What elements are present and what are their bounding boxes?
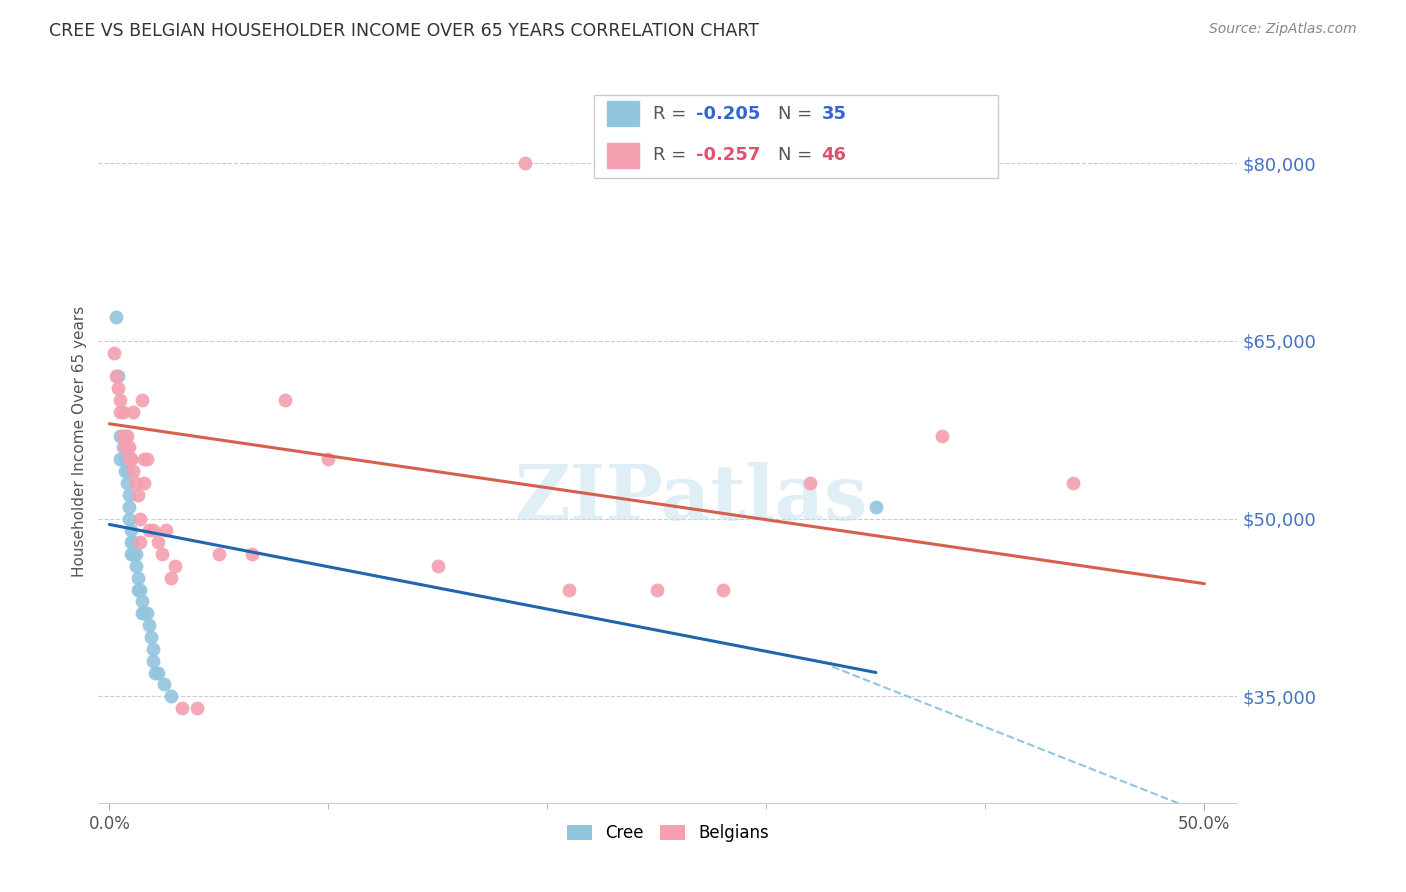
Point (711, 582, 734, 597)
Point (558, 582, 581, 597)
Text: Source: ZipAtlas.com: Source: ZipAtlas.com (1209, 22, 1357, 37)
Point (142, 641, 165, 656)
Point (426, 558, 449, 573)
Point (515, 156, 537, 170)
Point (118, 500, 141, 514)
Point (131, 393, 153, 408)
Point (135, 452, 157, 467)
Point (124, 475, 146, 490)
Point (124, 558, 146, 573)
Point (115, 475, 138, 490)
Text: CREE VS BELGIAN HOUSEHOLDER INCOME OVER 65 YEARS CORRELATION CHART: CREE VS BELGIAN HOUSEHOLDER INCOME OVER … (49, 22, 759, 40)
Bar (607, 143, 640, 168)
Point (186, 701, 208, 715)
Point (120, 524, 142, 538)
Point (115, 464, 138, 478)
Point (931, 428, 953, 442)
Point (118, 441, 141, 455)
Point (120, 547, 142, 561)
Point (122, 405, 145, 419)
Point (135, 607, 157, 621)
Point (129, 535, 152, 549)
Text: R =: R = (652, 146, 692, 164)
Legend: Cree, Belgians: Cree, Belgians (560, 817, 776, 848)
Point (134, 475, 156, 490)
Point (150, 547, 173, 561)
Point (122, 535, 145, 549)
Point (139, 630, 162, 644)
Text: 46: 46 (821, 146, 846, 164)
Point (104, 310, 127, 325)
Point (120, 452, 142, 467)
Point (138, 524, 160, 538)
Point (142, 654, 165, 668)
Point (120, 535, 142, 549)
Text: N =: N = (779, 105, 818, 123)
Point (110, 452, 132, 467)
Point (645, 582, 668, 597)
Point (127, 488, 149, 502)
Point (155, 524, 177, 538)
Point (104, 369, 127, 384)
Point (115, 428, 138, 442)
Point (114, 428, 136, 442)
Text: N =: N = (779, 146, 818, 164)
Text: -0.205: -0.205 (696, 105, 761, 123)
Point (114, 452, 136, 467)
Point (107, 381, 129, 395)
Point (110, 405, 132, 419)
Text: 35: 35 (821, 105, 846, 123)
Point (146, 535, 169, 549)
Point (273, 393, 295, 408)
Point (145, 665, 167, 680)
Text: R =: R = (652, 105, 692, 123)
Point (118, 452, 141, 467)
Point (129, 511, 152, 525)
Point (799, 475, 821, 490)
Point (118, 511, 141, 525)
Bar (593, 95, 998, 178)
Point (240, 547, 263, 561)
Point (110, 428, 132, 442)
Y-axis label: Householder Income Over 65 years: Householder Income Over 65 years (72, 306, 87, 577)
Point (107, 369, 129, 384)
Point (111, 405, 134, 419)
Point (120, 452, 142, 467)
Point (122, 547, 145, 561)
Point (127, 582, 149, 597)
Point (118, 488, 141, 502)
Point (110, 393, 132, 408)
Point (138, 618, 160, 632)
Point (208, 547, 231, 561)
Point (865, 500, 887, 514)
Point (159, 571, 181, 585)
Point (142, 524, 165, 538)
Point (114, 464, 136, 478)
Point (129, 582, 152, 597)
Bar (607, 102, 640, 127)
Point (170, 701, 193, 715)
Point (124, 547, 146, 561)
Point (1062, 475, 1084, 490)
Point (134, 607, 156, 621)
Point (122, 464, 145, 478)
Point (153, 677, 176, 691)
Point (111, 441, 134, 455)
Point (131, 607, 153, 621)
Point (134, 452, 156, 467)
Text: -0.257: -0.257 (696, 146, 761, 164)
Text: ZIPatlas: ZIPatlas (515, 462, 868, 536)
Point (131, 594, 153, 608)
Point (159, 689, 181, 703)
Point (111, 428, 134, 442)
Point (103, 345, 125, 359)
Point (114, 441, 136, 455)
Point (115, 441, 138, 455)
Point (165, 558, 187, 573)
Point (318, 452, 340, 467)
Point (146, 665, 169, 680)
Point (127, 571, 149, 585)
